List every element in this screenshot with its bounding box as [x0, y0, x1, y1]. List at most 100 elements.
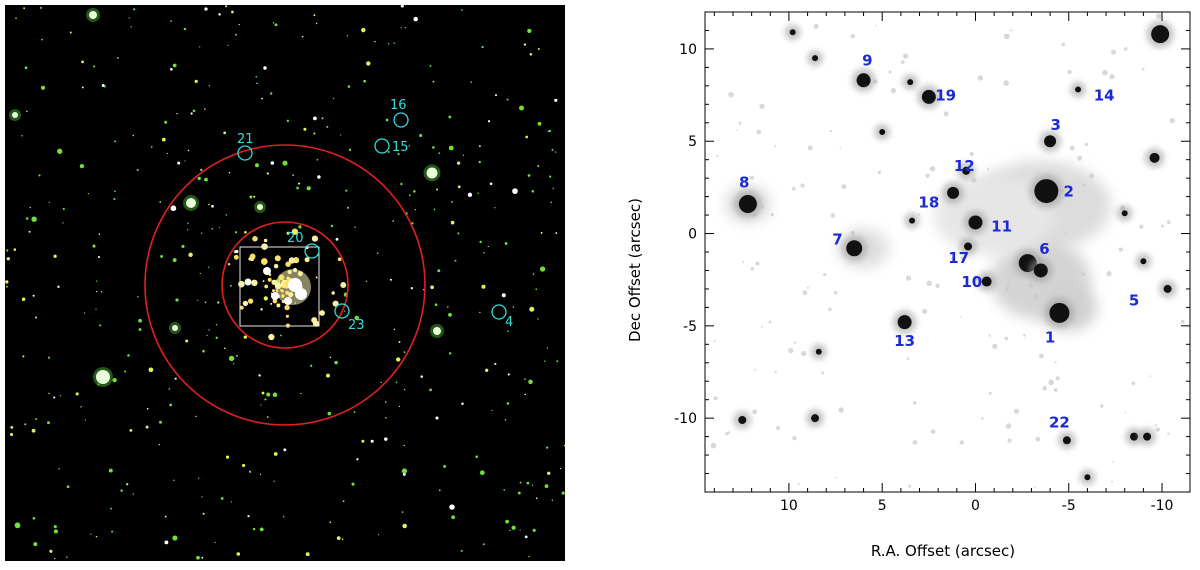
field-star: [249, 195, 253, 199]
point-source: [815, 348, 822, 355]
field-star: [263, 296, 268, 301]
field-star: [537, 164, 540, 167]
field-star: [400, 27, 402, 29]
field-star: [256, 82, 258, 85]
field-star: [190, 112, 193, 115]
cluster-star: [332, 300, 339, 307]
field-star: [57, 285, 60, 288]
bright-star: [433, 327, 441, 335]
field-star: [238, 23, 240, 26]
field-star: [384, 401, 387, 403]
field-star: [194, 79, 198, 84]
cluster-star: [285, 290, 290, 295]
label-20: 20: [287, 231, 304, 246]
field-star: [519, 105, 524, 111]
cluster-star: [312, 320, 320, 327]
faint-source: [1102, 69, 1108, 76]
faint-source: [922, 308, 927, 314]
faint-source: [760, 326, 763, 328]
field-star: [174, 377, 177, 380]
field-star: [218, 226, 220, 228]
field-star: [224, 347, 226, 350]
field-star: [220, 497, 224, 500]
field-star: [31, 428, 36, 433]
field-star: [479, 470, 485, 476]
field-star: [207, 266, 210, 268]
field-star: [462, 154, 464, 156]
field-star: [556, 360, 559, 363]
field-star: [524, 535, 528, 539]
field-star: [313, 116, 317, 121]
cluster-star: [331, 291, 335, 295]
point-source: [1163, 284, 1172, 293]
field-star: [528, 379, 533, 385]
x-axis-label: R.A. Offset (arcsec): [871, 542, 1015, 560]
label-23: 23: [348, 318, 365, 333]
field-star: [243, 335, 247, 339]
faint-source: [738, 121, 742, 125]
field-star: [398, 405, 401, 408]
point-source: [1062, 436, 1071, 445]
marker-15: [374, 138, 390, 154]
field-star: [479, 311, 481, 314]
faint-source: [935, 283, 940, 288]
field-star: [443, 464, 447, 468]
field-star: [53, 254, 57, 258]
false-color-sky-image: 16 15 21 20 23 4: [5, 4, 566, 561]
source-label-9: 9: [862, 52, 872, 70]
source-label-10: 10: [961, 273, 982, 291]
field-star: [555, 232, 558, 235]
bright-star: [257, 204, 263, 210]
field-star: [66, 556, 68, 558]
field-star: [483, 251, 485, 254]
field-star: [103, 85, 106, 88]
field-star: [535, 288, 538, 291]
field-star: [9, 432, 14, 437]
field-star: [31, 216, 37, 222]
field-star: [380, 381, 382, 384]
faint-source: [1083, 183, 1086, 187]
faint-source: [888, 70, 892, 74]
cluster-star: [281, 289, 284, 293]
field-star: [395, 381, 398, 384]
faint-source: [1169, 118, 1175, 124]
field-star: [47, 356, 51, 359]
field-star: [53, 529, 58, 534]
x-tick-label: -10: [1151, 498, 1174, 514]
field-star: [432, 80, 435, 83]
axis-tick-labels: 10 5 0 -5 -10 10 5 0 -5 -10: [674, 42, 1173, 514]
field-star: [321, 117, 324, 120]
faint-source: [736, 129, 738, 132]
field-star: [528, 555, 530, 558]
faint-source: [959, 440, 964, 445]
field-star: [398, 341, 401, 343]
faint-source: [1039, 353, 1044, 359]
field-star: [197, 299, 199, 301]
point-source: [968, 215, 983, 230]
faint-source: [1161, 224, 1164, 228]
cluster-star: [285, 261, 291, 267]
faint-source: [1112, 461, 1115, 463]
field-star: [559, 467, 562, 470]
faint-source: [752, 409, 757, 415]
field-star: [48, 392, 50, 395]
field-star: [387, 43, 390, 45]
field-star: [283, 448, 287, 452]
field-star: [208, 203, 210, 206]
field-star: [225, 214, 228, 216]
faint-source: [1061, 42, 1066, 47]
faint-source: [713, 396, 718, 401]
field-star: [270, 161, 275, 165]
field-star: [316, 158, 319, 161]
field-star: [529, 53, 533, 56]
field-star: [270, 92, 273, 95]
cluster-star: [239, 305, 244, 310]
field-star: [202, 512, 205, 515]
field-star: [124, 370, 127, 373]
cluster-star: [275, 289, 279, 293]
field-star: [526, 481, 530, 485]
field-star: [41, 38, 43, 41]
field-star: [214, 541, 216, 544]
point-source: [789, 29, 796, 36]
field-star: [361, 439, 365, 443]
